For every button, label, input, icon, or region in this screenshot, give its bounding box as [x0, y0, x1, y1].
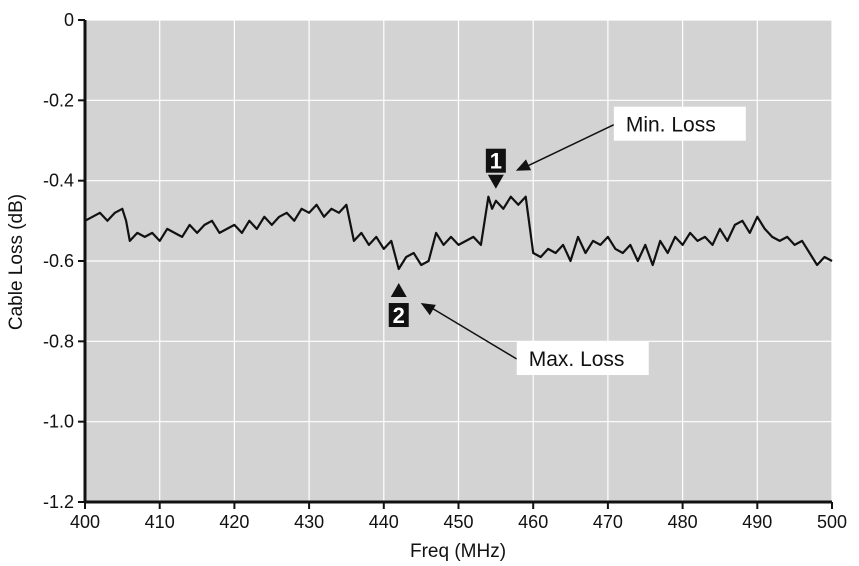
annotations: 1 Min. Loss 2 Max. Loss: [388, 106, 746, 376]
marker-1-arrowhead: [487, 174, 504, 189]
x-tick-label: 480: [668, 512, 698, 532]
y-tick-labels: 0 -0.2 -0.4 -0.6 -0.8 -1.0 -1.2: [43, 10, 74, 512]
y-tick-label: -0.2: [43, 90, 74, 110]
x-tick-label: 490: [742, 512, 772, 532]
x-tick-label: 400: [70, 512, 100, 532]
series-group: [84, 195, 833, 271]
annotation-pointer-line: [521, 124, 615, 170]
x-tick-label: 440: [369, 512, 399, 532]
y-tick-label: -0.6: [43, 251, 74, 271]
x-tick-labels: 400 410 420 430 440 450 460 470 480 490 500: [70, 512, 847, 532]
annotation-label-text: Max. Loss: [529, 348, 625, 371]
x-tick-label: 500: [817, 512, 847, 532]
y-axis-title: Cable Loss (dB): [6, 194, 27, 330]
annotation-label-box: [516, 341, 649, 376]
x-axis-title: Freq (MHz): [410, 541, 506, 562]
x-tick-label: 450: [443, 512, 473, 532]
annotation-pointer-arrowhead: [515, 159, 532, 171]
y-tick-label: 0: [64, 10, 74, 30]
y-tick-label: -0.8: [43, 331, 74, 351]
series-line: [84, 195, 833, 271]
marker-2-box: [388, 303, 409, 328]
x-tick-label: 410: [145, 512, 175, 532]
x-tick-label: 460: [518, 512, 548, 532]
annotation-label-text: Min. Loss: [626, 114, 716, 137]
marker-2-number: 2: [393, 303, 405, 328]
marker-1-number: 1: [490, 149, 502, 174]
annotation-pointer-arrowhead: [420, 303, 436, 316]
y-tick-label: -1.2: [43, 492, 74, 512]
marker-2-arrowhead: [390, 283, 407, 298]
y-tick-label: -0.4: [43, 171, 74, 191]
axes: [78, 19, 833, 509]
annotation-pointer-line: [426, 304, 518, 360]
x-tick-label: 420: [219, 512, 249, 532]
annotation-label-box: [613, 106, 746, 141]
marker-1-box: [485, 148, 506, 173]
x-tick-label: 430: [294, 512, 324, 532]
y-tick-label: -1.0: [43, 412, 74, 432]
x-tick-label: 470: [593, 512, 623, 532]
